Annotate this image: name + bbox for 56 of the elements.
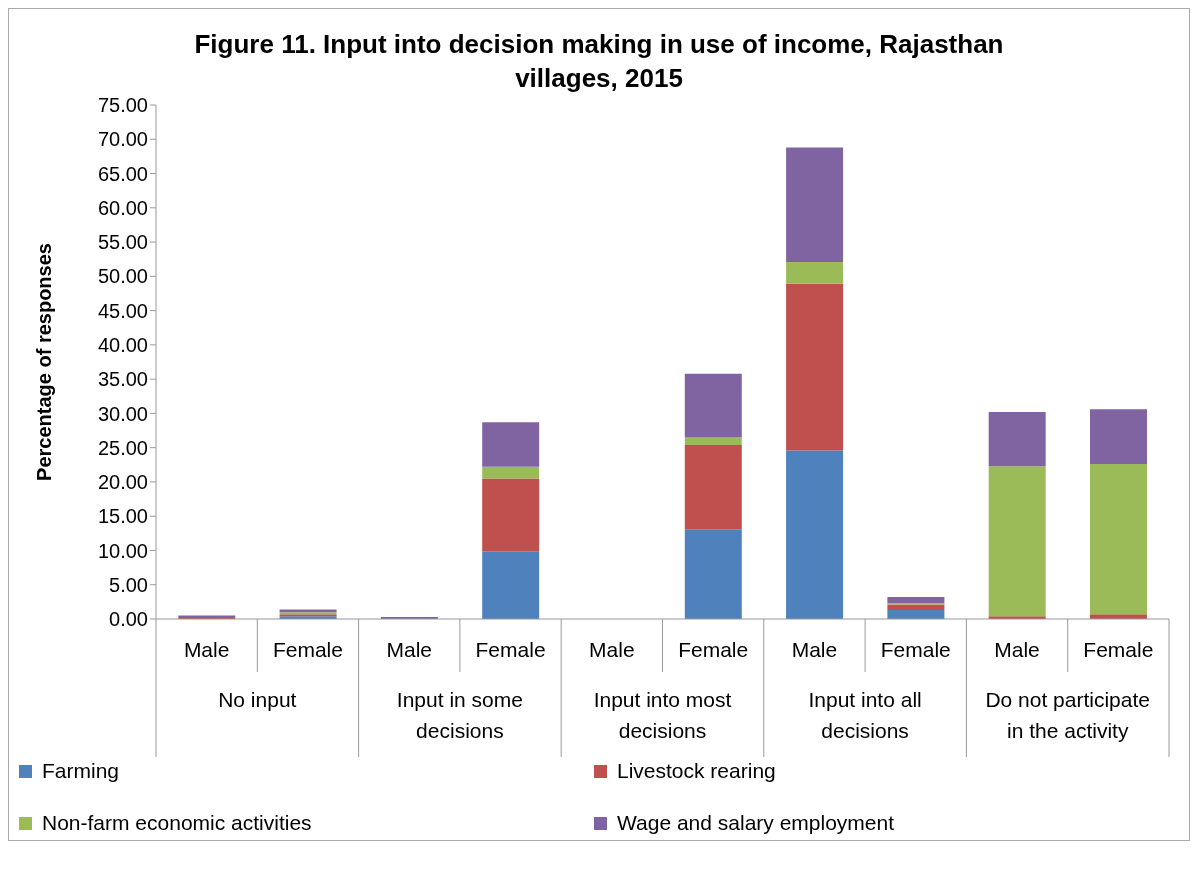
y-tick-label: 75.00: [97, 94, 148, 117]
chart-title: Figure 11. Input into decision making in use of income, Rajasthan villages, 2015: [193, 28, 1005, 95]
bar: [684, 529, 742, 619]
x-tick-label: Female: [475, 638, 546, 661]
bar: [786, 450, 844, 619]
y-tick-label: 55.00: [97, 231, 148, 254]
y-tick-label: 40.00: [97, 333, 148, 356]
bar: [684, 437, 742, 445]
bar: [887, 597, 945, 604]
bar: [1089, 409, 1147, 465]
y-tick-label: 45.00: [97, 299, 148, 322]
y-tick-label: 35.00: [97, 368, 148, 391]
bar: [988, 466, 1046, 617]
bar: [684, 444, 742, 530]
y-tick-label: 25.00: [97, 436, 148, 459]
bar: [887, 604, 945, 611]
y-tick-label: 50.00: [97, 265, 148, 288]
x-tick-label: Female: [272, 638, 343, 661]
bar: [482, 466, 540, 479]
x-tick-label: Male: [791, 638, 838, 661]
y-tick-label: 20.00: [97, 471, 148, 494]
bar: [684, 373, 742, 438]
bar: [786, 261, 844, 284]
x-tick-label: Male: [994, 638, 1040, 661]
bar: [482, 422, 540, 467]
legend-label: Wage and salary employment: [617, 811, 895, 835]
bar: [988, 412, 1046, 467]
y-axis-title: Percentage of responses: [33, 243, 56, 481]
legend-label: Livestock rearing: [617, 759, 776, 783]
x-tick-label: Female: [1083, 638, 1154, 661]
y-tick-label: 10.00: [97, 539, 148, 562]
x-tick-label: Female: [678, 638, 749, 661]
bar: [786, 283, 844, 451]
legend-label: Non-farm economic activities: [42, 811, 312, 835]
text: Do not participate in the activity: [985, 688, 1150, 742]
bar: [482, 551, 540, 619]
y-tick-label: 0.00: [109, 608, 148, 631]
y-tick-label: 15.00: [97, 505, 148, 528]
text: No input: [218, 688, 297, 711]
legend-label: Farming: [42, 759, 120, 783]
x-tick-label: Male: [386, 638, 433, 661]
text: Input in some decisions: [396, 688, 523, 742]
bar: [482, 478, 540, 552]
y-tick-label: 60.00: [97, 196, 148, 219]
y-tick-label: 65.00: [97, 162, 148, 185]
y-tick-label: 30.00: [97, 402, 148, 425]
y-tick-label: 5.00: [109, 573, 148, 596]
x-tick-label: Female: [880, 638, 951, 661]
bar: [1089, 464, 1147, 615]
x-tick-label: Male: [183, 638, 230, 661]
y-tick-label: 70.00: [97, 128, 148, 151]
bar: [887, 610, 945, 619]
text: Input into most decisions: [593, 688, 732, 742]
bar: [786, 147, 844, 262]
text: Input into all decisions: [808, 688, 922, 742]
x-tick-label: Male: [589, 638, 635, 661]
